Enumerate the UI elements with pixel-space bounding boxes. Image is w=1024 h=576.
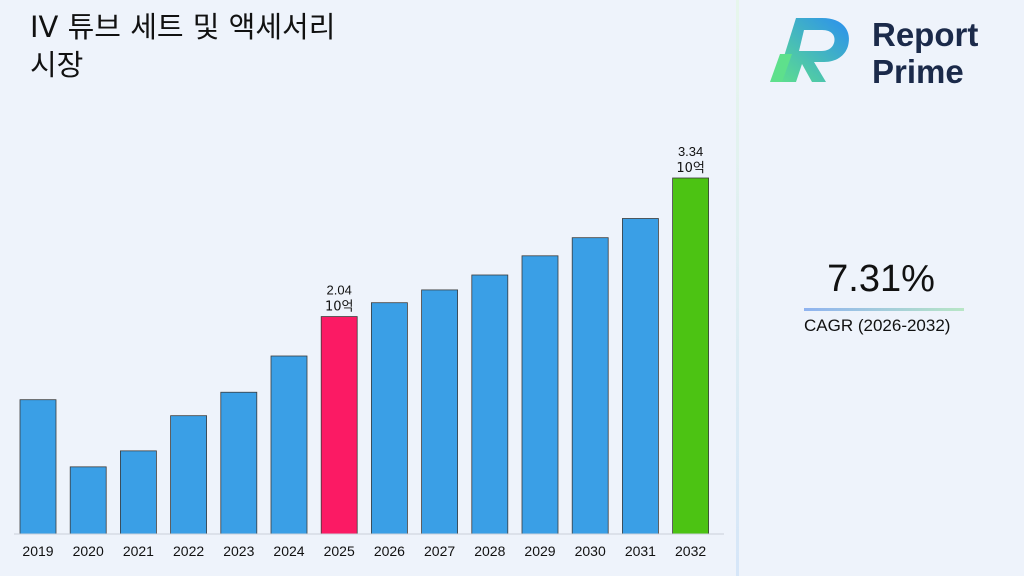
bar-2027 (421, 289, 459, 535)
bar-2024 (270, 355, 308, 535)
brand-name: Report Prime (872, 16, 978, 90)
x-tick-label-2029: 2029 (524, 543, 555, 559)
x-tick-label-2022: 2022 (173, 543, 204, 559)
bar-2031 (622, 218, 659, 535)
bar-2023 (220, 391, 258, 535)
cagr-underline (804, 308, 964, 311)
bar-2019 (19, 399, 57, 535)
x-tick-label-2024: 2024 (273, 543, 304, 559)
cagr-label: CAGR (2026-2032) (804, 316, 951, 335)
panel-divider (736, 0, 739, 576)
data-label-unit-2025: 10억 (325, 300, 354, 315)
x-tick-label-2030: 2030 (575, 543, 606, 559)
data-labels: 2.04 10억 3.34 10억 (325, 144, 705, 315)
title-line-1: IV 튜브 세트 및 액세서리 (30, 10, 336, 44)
bar-2026 (370, 302, 408, 535)
x-tick-label-2023: 2023 (223, 543, 254, 559)
x-tick-label-2021: 2021 (123, 543, 154, 559)
bar-chart: 2019 2020 2021 2022 2023 2024 2025 2026 2027 2028… (14, 144, 724, 559)
x-tick-label-2032: 2032 (675, 543, 706, 559)
x-tick-label-2031: 2031 (625, 543, 656, 559)
title-line-2: 시장 (30, 48, 84, 82)
bar-2020 (69, 466, 107, 535)
page-title: IV 튜브 세트 및 액세서리 시장 (30, 8, 450, 84)
x-axis-tick-labels: 2019 2020 2021 2022 2023 2024 2025 2026 2027 2028… (22, 543, 706, 559)
bar-2029 (521, 255, 559, 535)
data-label-unit-2032: 10억 (676, 161, 705, 176)
x-tick-label-2025: 2025 (324, 543, 355, 559)
bar-2022 (170, 415, 208, 535)
bar-2028 (471, 274, 509, 535)
x-tick-label-2026: 2026 (374, 543, 405, 559)
bar-2032 (672, 177, 709, 535)
cagr-value: 7.31% (827, 258, 935, 300)
brand-name-line-1: Report (872, 16, 979, 53)
bar-2021 (120, 450, 157, 535)
brand-name-line-2: Prime (872, 53, 964, 90)
data-label-value-2025: 2.04 (327, 283, 352, 298)
x-tick-label-2028: 2028 (474, 543, 505, 559)
data-label-value-2032: 3.34 (678, 144, 703, 159)
x-tick-label-2019: 2019 (22, 543, 53, 559)
brand-logo[interactable]: Report Prime (766, 14, 1016, 94)
chart-bars (19, 177, 709, 535)
report-prime-logo-icon (770, 18, 849, 82)
bar-2030 (571, 237, 609, 535)
x-tick-label-2027: 2027 (424, 543, 455, 559)
bar-2025 (320, 316, 358, 535)
x-tick-label-2020: 2020 (73, 543, 104, 559)
